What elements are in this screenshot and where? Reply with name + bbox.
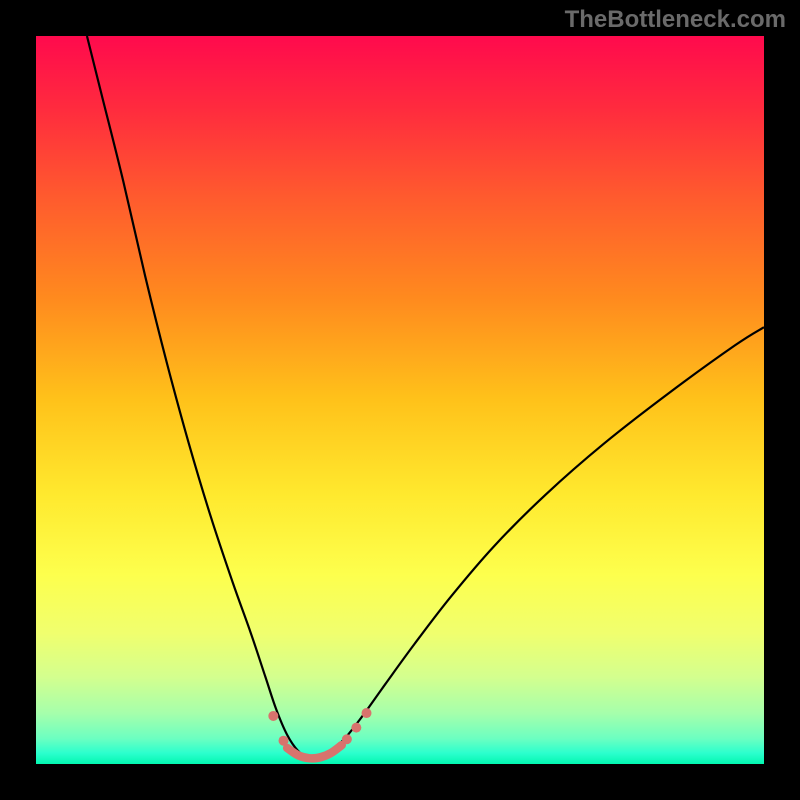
- curve-layer: [36, 36, 764, 764]
- marker-dot: [362, 708, 372, 718]
- plot-area: [36, 36, 764, 764]
- chart-stage: { "source_watermark": { "text": "TheBott…: [0, 0, 800, 800]
- marker-dot: [351, 723, 361, 733]
- marker-dot: [279, 736, 289, 746]
- marker-dot: [268, 711, 278, 721]
- watermark-text: TheBottleneck.com: [565, 6, 786, 34]
- bottleneck-curve: [87, 36, 764, 759]
- marker-dot: [342, 734, 352, 744]
